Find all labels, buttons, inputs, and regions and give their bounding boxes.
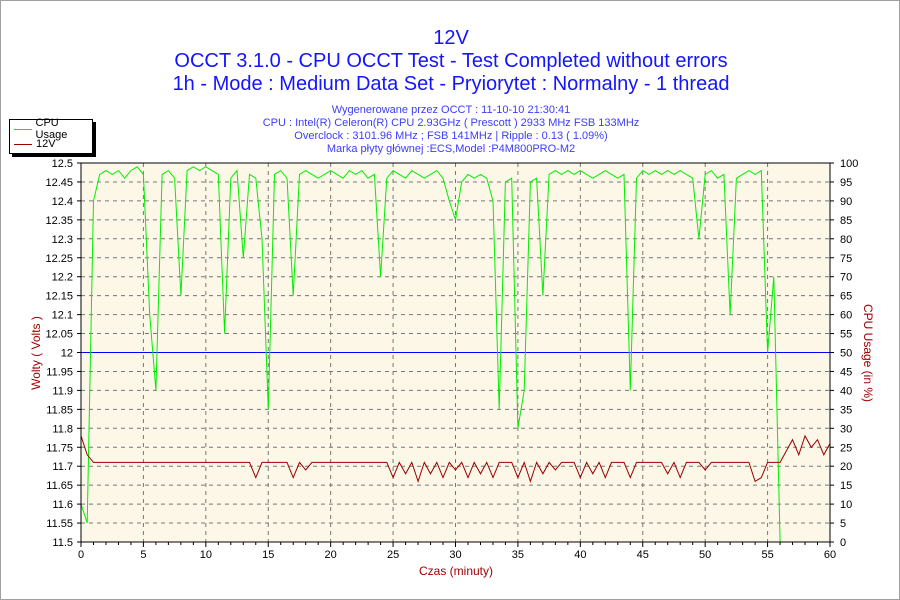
y2-tick-label: 40 (840, 385, 852, 397)
plot-frame (80, 162, 831, 543)
y-tick-label: 11.9 (52, 385, 73, 397)
legend-entry-cpu: CPU Usage (14, 117, 92, 141)
x-tick-label: 30 (449, 549, 461, 561)
y-tick-label: 11.85 (46, 404, 73, 416)
y2-tick-label: 30 (840, 423, 852, 435)
chart-subtitle-2: 1h - Mode : Medium Data Set - Pryiorytet… (172, 73, 730, 95)
y2-tick-label: 15 (840, 480, 852, 492)
info-cpu: CPU : Intel(R) Celeron(R) CPU 2.93GHz ( … (262, 117, 640, 129)
x-axis-label: Czas (minuty) (419, 564, 493, 578)
y2-tick-label: 55 (840, 329, 852, 341)
x-tick-label: 0 (78, 549, 84, 561)
y2-tick-label: 65 (840, 291, 852, 303)
y2-tick-label: 70 (840, 272, 852, 284)
x-tick-label: 15 (262, 549, 274, 561)
y-tick-label: 12.45 (45, 177, 73, 189)
y-tick-label: 11.75 (46, 442, 73, 454)
y2-tick-label: 10 (840, 499, 852, 511)
y-tick-label: 11.8 (52, 423, 73, 435)
y2-tick-label: 20 (840, 461, 852, 473)
x-tick-label: 5 (140, 549, 146, 561)
y2-tick-label: 25 (840, 442, 852, 454)
info-overclock: Overclock : 3101.96 MHz ; FSB 141MHz | R… (294, 130, 608, 142)
y2-tick-label: 60 (840, 310, 852, 322)
y-tick-label: 12.25 (45, 253, 73, 265)
x-tick-label: 20 (325, 549, 337, 561)
x-tick-label: 40 (574, 549, 586, 561)
legend: CPU Usage 12V (9, 117, 93, 154)
y2-tick-label: 80 (840, 234, 852, 246)
y-tick-label: 12.5 (52, 158, 73, 170)
y-tick-label: 12.1 (52, 310, 73, 322)
y2-tick-label: 90 (840, 196, 852, 208)
y2-tick-label: 5 (840, 518, 846, 530)
y-tick-label: 11.7 (52, 461, 73, 473)
series-line-cpu-usage (80, 166, 830, 543)
y2-axis-label: CPU Usage (in %) (861, 304, 875, 402)
info-motherboard: Marka płyty głównej :ECS,Model :P4M800PR… (326, 143, 576, 155)
x-tick-label: 55 (761, 549, 773, 561)
x-tick-label: 45 (637, 549, 649, 561)
y-tick-label: 12.35 (45, 215, 73, 227)
y-tick-label: 12.15 (45, 291, 73, 303)
series-line-12v (80, 434, 831, 484)
legend-label: 12V (36, 138, 56, 150)
y2-tick-label: 75 (840, 253, 852, 265)
y2-tick-label: 50 (840, 348, 852, 360)
info-generated: Wygenerowane przez OCCT : 11-10-10 21:30… (331, 104, 571, 116)
x-tick-label: 10 (200, 549, 212, 561)
y-axis-label: Wolty ( Volts ) (29, 316, 43, 390)
y2-tick-label: 35 (840, 404, 852, 416)
x-tick-label: 60 (824, 549, 836, 561)
legend-label: CPU Usage (35, 117, 68, 141)
x-tick-label: 50 (699, 549, 711, 561)
y-tick-label: 12.2 (52, 272, 73, 284)
y-tick-label: 11.95 (46, 366, 73, 378)
y2-tick-label: 45 (840, 366, 852, 378)
y-tick-label: 12.05 (45, 329, 73, 341)
y-tick-label: 12 (61, 348, 73, 360)
y-tick-label: 11.55 (46, 518, 73, 530)
y2-tick-label: 95 (840, 177, 852, 189)
y2-tick-label: 0 (840, 537, 846, 549)
y-tick-label: 12.3 (52, 234, 73, 246)
y-tick-label: 11.5 (52, 537, 73, 549)
y2-tick-label: 100 (840, 158, 858, 170)
chart-title: 12V (433, 27, 469, 49)
x-tick-label: 25 (387, 549, 399, 561)
legend-entry-12v: 12V (14, 137, 56, 151)
chart-subtitle-1: OCCT 3.1.0 - CPU OCCT Test - Test Comple… (174, 50, 728, 72)
y2-tick-label: 85 (840, 215, 852, 227)
y-tick-label: 11.65 (46, 480, 73, 492)
y-tick-label: 11.6 (52, 499, 73, 511)
y-tick-label: 12.4 (52, 196, 73, 208)
x-tick-label: 35 (512, 549, 524, 561)
